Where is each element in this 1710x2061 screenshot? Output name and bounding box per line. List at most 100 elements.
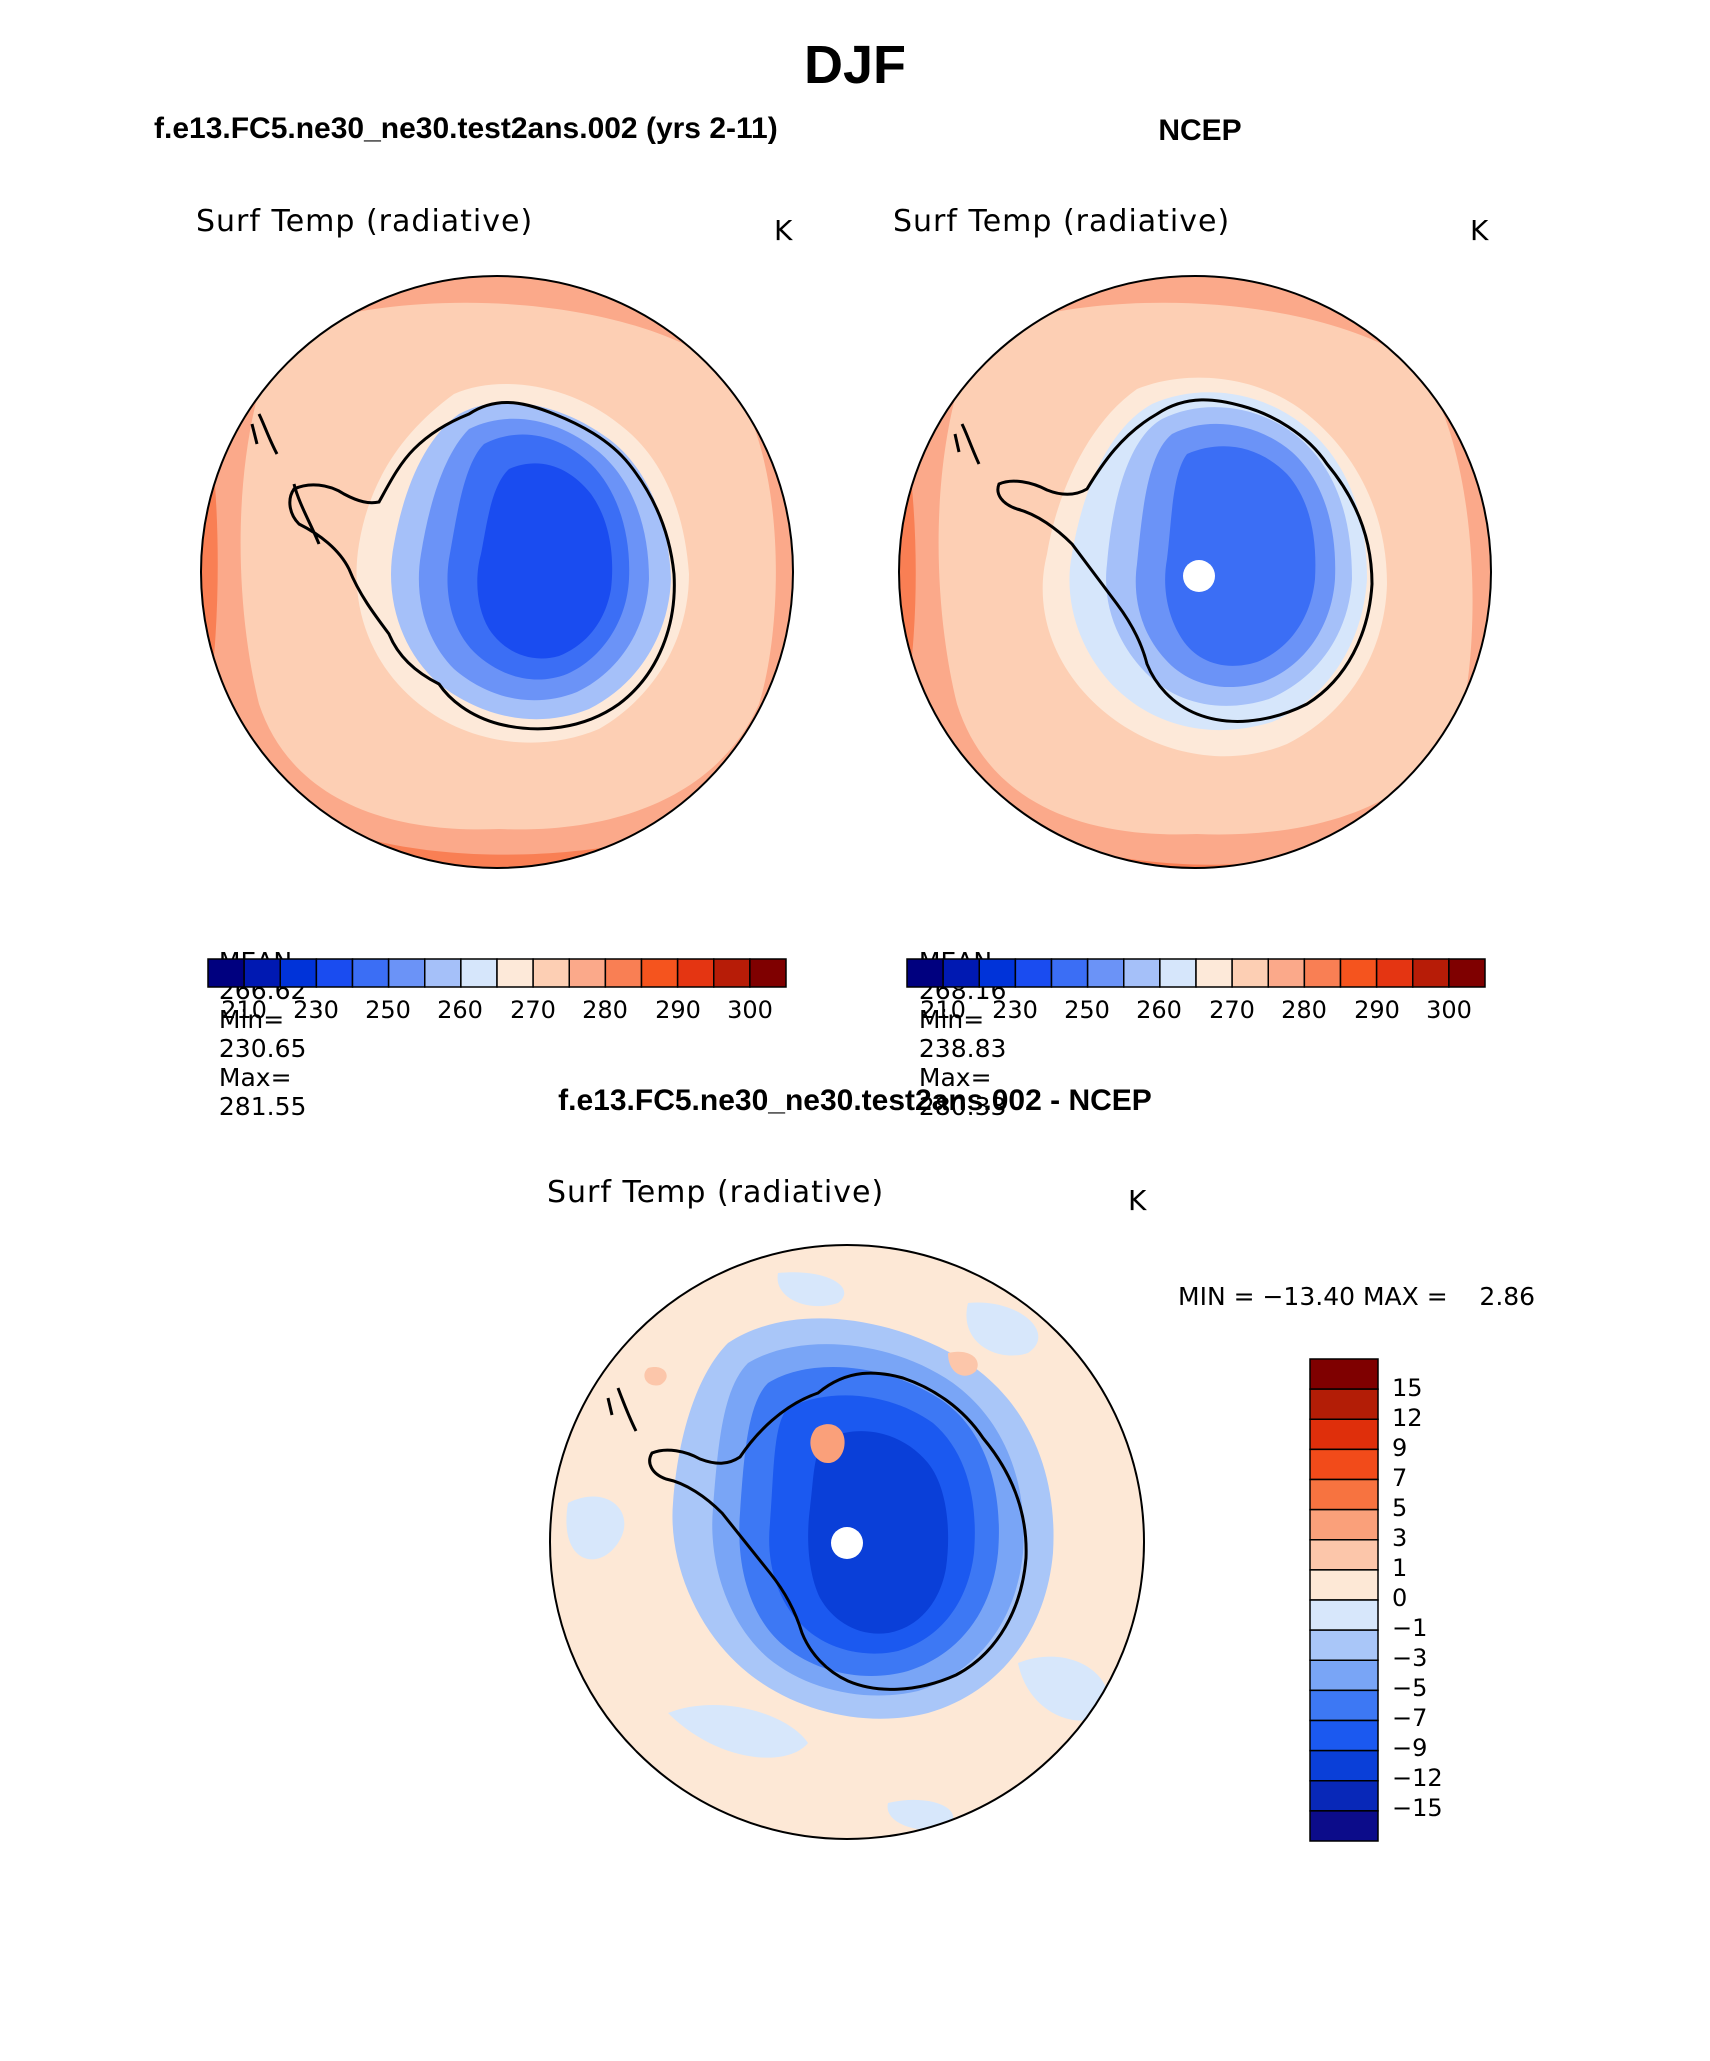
colorbar-tick: 250 xyxy=(1064,996,1110,1024)
colorbar-tick: 270 xyxy=(510,996,556,1024)
colorbar-swatch xyxy=(1339,958,1378,988)
panel-1-colorbar-ticks: 210 230 250 260 270 280 290 300 xyxy=(207,996,787,1026)
colorbar-swatch xyxy=(1309,1358,1379,1390)
panel-2-variable-label: Surf Temp (radiative) xyxy=(893,204,1231,239)
colorbar-swatch xyxy=(1267,958,1306,988)
colorbar-swatch xyxy=(207,958,245,988)
colorbar-swatch xyxy=(1014,958,1053,988)
colorbar-tick: −7 xyxy=(1392,1704,1428,1732)
colorbar-tick: 7 xyxy=(1392,1464,1408,1492)
colorbar-swatch xyxy=(1375,958,1414,988)
colorbar-swatch xyxy=(978,958,1017,988)
difference-units-label: K xyxy=(1128,1184,1147,1217)
colorbar-tick: 1 xyxy=(1392,1554,1408,1582)
colorbar-swatch xyxy=(279,958,318,988)
panel-1-max-label: Max= xyxy=(218,1063,292,1092)
panel-2-colorbar-ticks: 210 230 250 260 270 280 290 300 xyxy=(906,996,1486,1026)
colorbar-swatch xyxy=(1123,958,1161,988)
colorbar-swatch xyxy=(460,958,498,988)
panel-1-max-value: 281.55 xyxy=(218,1092,307,1121)
panel-1-variable-label: Surf Temp (radiative) xyxy=(196,204,534,239)
colorbar-swatch xyxy=(424,958,462,988)
colorbar-tick: −5 xyxy=(1392,1674,1428,1702)
colorbar-tick: −15 xyxy=(1392,1794,1443,1822)
difference-cold-core xyxy=(808,1431,949,1634)
colorbar-tick: 15 xyxy=(1392,1374,1423,1402)
colorbar-swatch xyxy=(1448,958,1486,988)
panel-1-units-label: K xyxy=(774,214,793,247)
colorbar-tick: 250 xyxy=(365,996,411,1024)
colorbar-swatch xyxy=(496,958,534,988)
colorbar-swatch xyxy=(1309,1810,1379,1842)
colorbar-swatch xyxy=(1309,1508,1379,1541)
panel-1-min-value: 230.65 xyxy=(218,1034,307,1063)
colorbar-swatch xyxy=(351,958,390,988)
colorbar-tick: 230 xyxy=(992,996,1038,1024)
panel-2-min-label: Min= xyxy=(918,1005,985,1034)
panel-1-antarctica-cold-core xyxy=(477,463,613,659)
colorbar-swatch xyxy=(1050,958,1089,988)
panel-1-coastline xyxy=(250,400,676,731)
colorbar-swatch xyxy=(1086,958,1125,988)
colorbar-tick: 290 xyxy=(655,996,701,1024)
colorbar-swatch xyxy=(942,958,980,988)
colorbar-swatch xyxy=(1159,958,1197,988)
colorbar-swatch xyxy=(1412,958,1450,988)
colorbar-swatch xyxy=(1309,1659,1379,1692)
colorbar-swatch xyxy=(1309,1780,1379,1812)
colorbar-tick: 270 xyxy=(1209,996,1255,1024)
colorbar-swatch xyxy=(1309,1599,1379,1631)
page-title: DJF xyxy=(803,35,906,95)
colorbar-swatch xyxy=(1309,1539,1379,1571)
panel-2-pole-missing-data xyxy=(1183,560,1215,592)
panel-2-antarctica-cold-core xyxy=(1165,446,1316,666)
colorbar-swatch xyxy=(1309,1448,1379,1481)
colorbar-tick: 300 xyxy=(727,996,773,1024)
colorbar-swatch xyxy=(243,958,281,988)
panel-2-case-title: NCEP xyxy=(1158,114,1242,147)
colorbar-swatch xyxy=(749,958,787,988)
colorbar-tick: 260 xyxy=(1136,996,1182,1024)
colorbar-swatch xyxy=(315,958,354,988)
colorbar-tick: 290 xyxy=(1354,996,1400,1024)
panel-1-colorbar xyxy=(207,958,787,988)
difference-colorbar xyxy=(1309,1358,1379,1842)
colorbar-swatch xyxy=(1231,958,1269,988)
colorbar-tick: −1 xyxy=(1392,1614,1428,1642)
colorbar-tick: 280 xyxy=(582,996,628,1024)
difference-polar-map xyxy=(549,1244,1145,1840)
difference-coastline xyxy=(606,1371,1028,1691)
colorbar-swatch xyxy=(713,958,751,988)
difference-variable-label: Surf Temp (radiative) xyxy=(547,1175,885,1210)
colorbar-swatch xyxy=(1309,1749,1379,1782)
colorbar-swatch xyxy=(387,958,426,988)
colorbar-tick: 5 xyxy=(1392,1494,1408,1522)
difference-pole-missing-data xyxy=(831,1527,863,1559)
colorbar-tick: −12 xyxy=(1392,1764,1443,1792)
colorbar-swatch xyxy=(906,958,944,988)
colorbar-swatch xyxy=(1309,1719,1379,1752)
colorbar-tick: 210 xyxy=(221,996,267,1024)
colorbar-swatch xyxy=(1309,1388,1379,1420)
panel-2-polar-map xyxy=(898,275,1492,869)
panel-1-case-title: f.e13.FC5.ne30_ne30.test2ans.002 (yrs 2-… xyxy=(154,112,778,145)
difference-minmax: MIN = −13.40 MAX = 2.86 xyxy=(1178,1282,1536,1311)
colorbar-tick: 0 xyxy=(1392,1584,1408,1612)
colorbar-swatch xyxy=(1309,1418,1379,1451)
colorbar-swatch xyxy=(1309,1689,1379,1722)
panel-1-min-label: Min= xyxy=(218,1005,285,1034)
colorbar-swatch xyxy=(532,958,570,988)
colorbar-tick: −3 xyxy=(1392,1644,1428,1672)
panel-2-coastline xyxy=(953,398,1374,723)
colorbar-swatch xyxy=(1309,1478,1379,1511)
panel-2-max-value: 280.33 xyxy=(918,1092,1007,1121)
panel-2-colorbar xyxy=(906,958,1486,988)
difference-colorbar-ticks: 15 12 9 7 5 3 1 0 −1 −3 −5 −7 −9 −12 −15 xyxy=(1392,1358,1472,1842)
panel-2-min-value: 238.83 xyxy=(918,1034,1007,1063)
colorbar-tick: 9 xyxy=(1392,1434,1408,1462)
colorbar-tick: 280 xyxy=(1281,996,1327,1024)
panel-2-units-label: K xyxy=(1470,214,1489,247)
colorbar-tick: 300 xyxy=(1426,996,1472,1024)
colorbar-swatch xyxy=(1309,1629,1379,1661)
difference-case-title: f.e13.FC5.ne30_ne30.test2ans.002 - NCEP xyxy=(558,1084,1152,1117)
